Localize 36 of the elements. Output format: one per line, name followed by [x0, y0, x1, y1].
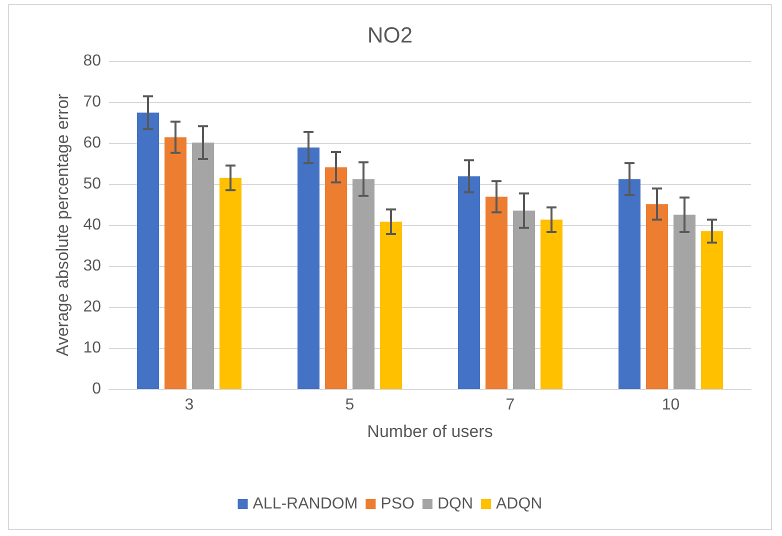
y-tick-label: 20: [83, 298, 102, 316]
bar: [380, 222, 402, 389]
bar: [298, 148, 320, 389]
y-tick-label: 70: [83, 94, 102, 110]
y-tick-label: 50: [83, 176, 102, 192]
bar: [458, 176, 480, 389]
y-tick-label: 60: [83, 134, 102, 152]
bar: [513, 210, 535, 389]
bar: [220, 178, 242, 389]
y-tick-label: 40: [83, 216, 102, 234]
y-tick-label: 10: [83, 340, 102, 356]
bar: [352, 179, 374, 389]
legend-label: ADQN: [496, 496, 542, 512]
chart-title: NO2: [367, 22, 413, 48]
bar: [674, 214, 696, 389]
bar: [325, 167, 347, 389]
x-tick-label: 5: [345, 396, 354, 414]
bar: [164, 137, 186, 389]
legend-label: PSO: [380, 496, 414, 512]
y-axis-title: Average absolute percentage error: [53, 93, 72, 356]
bar: [618, 179, 640, 389]
bar: [701, 231, 723, 389]
y-tick-label: 80: [83, 52, 102, 70]
y-tick-label: 0: [92, 380, 102, 398]
x-tick-label: 10: [662, 396, 680, 414]
legend-label: DQN: [437, 496, 474, 512]
bar: [646, 204, 668, 389]
x-axis-title: Number of users: [367, 422, 493, 441]
bar: [137, 112, 159, 389]
bar: [540, 220, 562, 389]
bar: [486, 196, 508, 389]
x-tick-label: 7: [506, 396, 515, 414]
bar: [192, 142, 214, 389]
x-tick-label: 3: [184, 396, 194, 414]
legend-label: ALL-RANDOM: [252, 496, 358, 512]
y-tick-label: 30: [83, 258, 102, 274]
